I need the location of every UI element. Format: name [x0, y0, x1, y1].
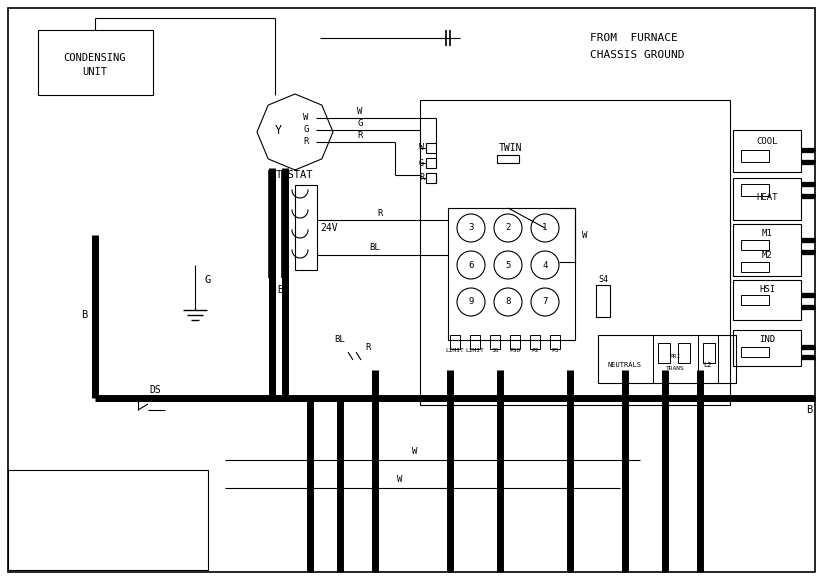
Bar: [733, 130, 801, 172]
Text: L2: L2: [704, 362, 712, 368]
Text: P2: P2: [532, 347, 539, 353]
Bar: [497, 155, 519, 163]
Bar: [450, 335, 460, 349]
Bar: [426, 143, 436, 153]
Text: 3G: 3G: [491, 347, 499, 353]
Bar: [741, 184, 769, 196]
Bar: [678, 343, 690, 363]
Text: UNIT: UNIT: [82, 67, 108, 77]
Text: 2: 2: [505, 223, 511, 233]
Bar: [733, 280, 801, 320]
Text: TWIN: TWIN: [498, 143, 522, 153]
Bar: [733, 224, 801, 276]
Bar: [490, 335, 500, 349]
Bar: [470, 335, 480, 349]
Text: B: B: [277, 285, 283, 295]
Text: 8: 8: [505, 298, 511, 306]
Text: 4: 4: [542, 260, 547, 270]
Text: B: B: [81, 310, 87, 320]
Text: W: W: [582, 230, 588, 240]
Text: 24V: 24V: [320, 223, 337, 233]
Bar: [426, 173, 436, 183]
Text: M1: M1: [761, 230, 772, 238]
Text: Y: Y: [274, 124, 281, 136]
Text: 6: 6: [468, 260, 474, 270]
Text: G: G: [419, 158, 424, 168]
Bar: [596, 285, 610, 317]
Bar: [741, 240, 769, 250]
Text: 5: 5: [505, 260, 511, 270]
Bar: [741, 295, 769, 305]
Bar: [658, 343, 670, 363]
Bar: [8, 470, 208, 570]
Text: W: W: [304, 114, 309, 122]
Text: LIMIT: LIMIT: [445, 347, 464, 353]
Bar: [426, 158, 436, 168]
Bar: [703, 343, 715, 363]
Text: P3: P3: [551, 347, 559, 353]
Bar: [598, 335, 736, 383]
Text: R: R: [365, 343, 370, 353]
Text: IND: IND: [759, 335, 775, 345]
Text: BL: BL: [370, 244, 380, 252]
Text: R: R: [419, 173, 424, 183]
Bar: [420, 100, 730, 405]
Text: FROM  FURNACE: FROM FURNACE: [590, 33, 678, 43]
Text: G: G: [357, 118, 363, 128]
Text: G: G: [205, 275, 212, 285]
Text: PSO: PSO: [509, 347, 521, 353]
Bar: [741, 150, 769, 162]
Bar: [448, 208, 575, 340]
Bar: [530, 335, 540, 349]
Text: G: G: [304, 125, 309, 135]
Text: CHASSIS GROUND: CHASSIS GROUND: [590, 50, 685, 60]
Text: 9: 9: [468, 298, 474, 306]
Text: R: R: [304, 137, 309, 147]
Text: NEUTRALS: NEUTRALS: [608, 362, 642, 368]
Bar: [733, 330, 801, 366]
Text: W: W: [419, 143, 424, 153]
Bar: [510, 335, 520, 349]
Text: R: R: [377, 208, 383, 218]
Bar: [295, 185, 317, 270]
Text: DS: DS: [149, 385, 160, 395]
Text: LIMIT: LIMIT: [466, 347, 485, 353]
Text: T'STAT: T'STAT: [277, 170, 314, 180]
Bar: [733, 178, 801, 220]
Text: R: R: [357, 130, 363, 140]
Text: HEAT: HEAT: [756, 194, 778, 202]
Text: CONDENSING: CONDENSING: [63, 53, 126, 63]
Text: W: W: [412, 448, 418, 456]
Bar: [550, 335, 560, 349]
Text: 7: 7: [542, 298, 547, 306]
Bar: [38, 30, 153, 95]
Bar: [741, 347, 769, 357]
Text: M2: M2: [761, 252, 772, 260]
Text: W: W: [357, 107, 363, 115]
Text: TRANS: TRANS: [666, 365, 685, 371]
Text: BL: BL: [334, 335, 345, 345]
Text: COOL: COOL: [756, 137, 778, 147]
Bar: [741, 262, 769, 272]
Text: HSI: HSI: [759, 285, 775, 293]
Text: PRI: PRI: [669, 354, 681, 360]
Text: 3: 3: [468, 223, 474, 233]
Text: B: B: [806, 405, 812, 415]
Text: W: W: [398, 476, 402, 484]
Text: 1: 1: [542, 223, 547, 233]
Text: S4: S4: [598, 276, 608, 285]
